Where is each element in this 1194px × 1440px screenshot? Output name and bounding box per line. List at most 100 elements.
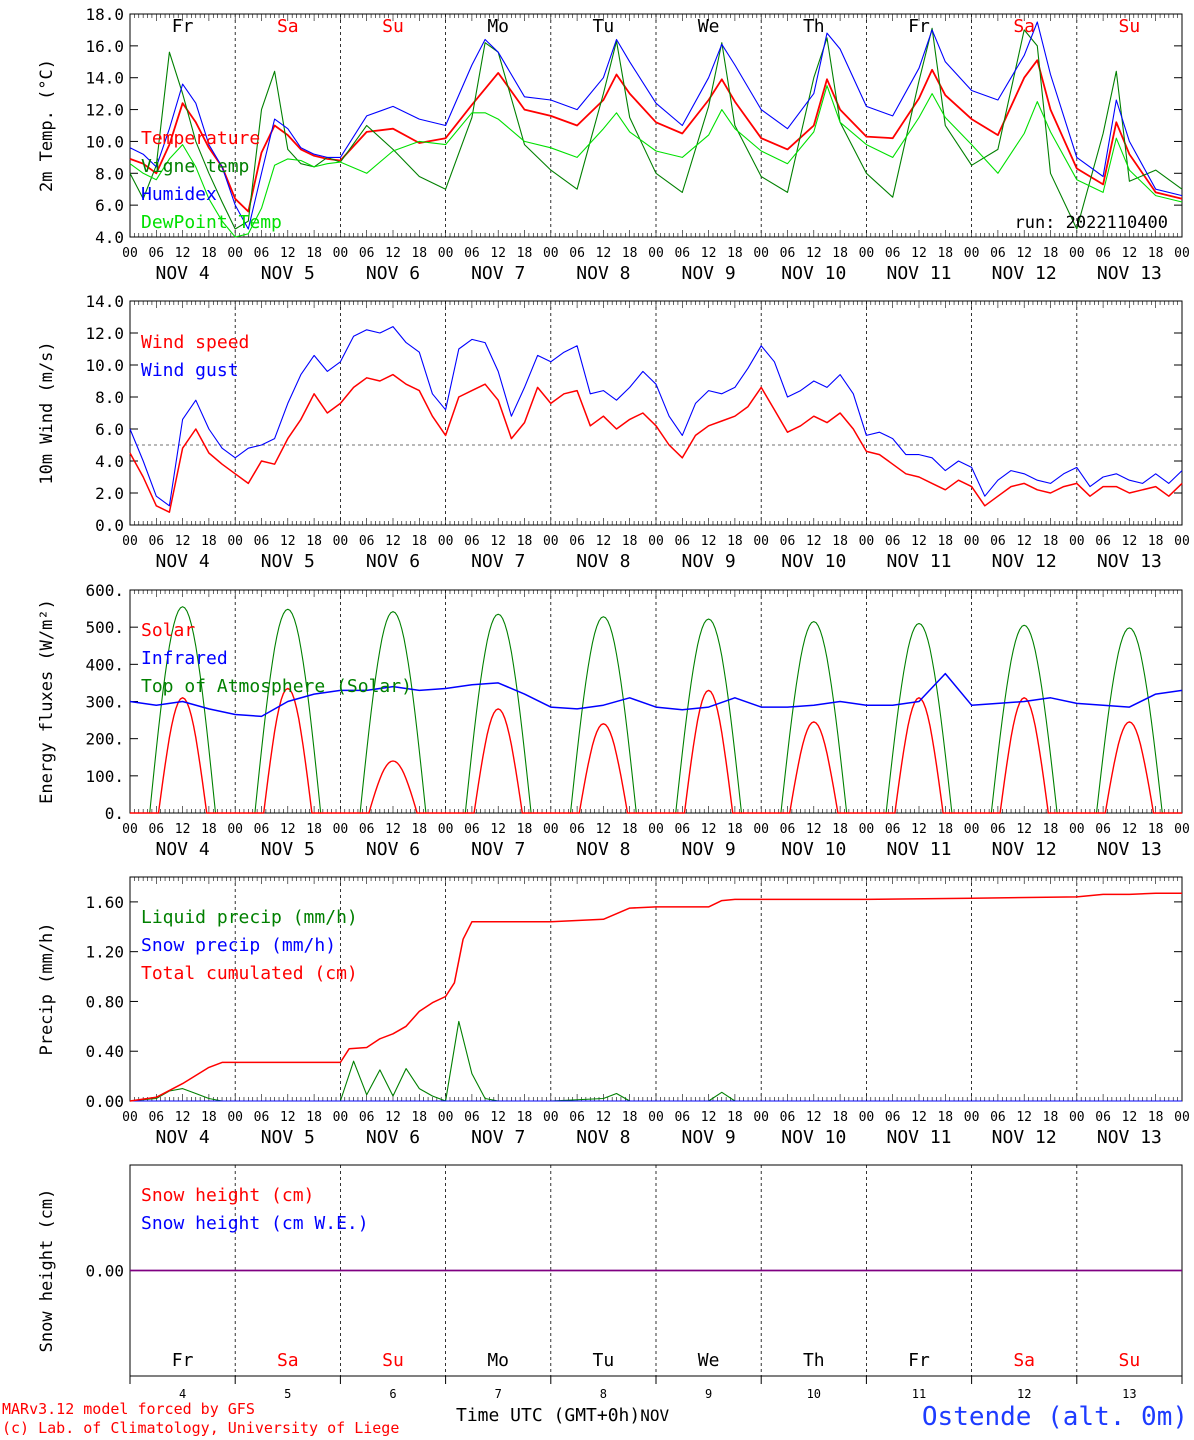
- wind-date-label: NOV 9: [682, 551, 736, 572]
- snow-weekday-label: Fr: [908, 1350, 930, 1371]
- precip-hour-label: 00: [227, 1110, 243, 1125]
- temp-hour-label: 18: [1148, 246, 1164, 261]
- energy-date-label: NOV 4: [156, 839, 210, 860]
- precip-hour-label: 18: [1148, 1110, 1164, 1125]
- precip-hour-label: 12: [596, 1110, 612, 1125]
- precip-hour-label: 12: [1016, 1110, 1032, 1125]
- wind-hour-label: 00: [543, 534, 559, 549]
- energy-hour-label: 18: [517, 822, 533, 837]
- energy-hour-label: 06: [148, 822, 164, 837]
- temp-hour-label: 18: [517, 246, 533, 261]
- temp-y-tick-label: 8.0: [95, 164, 124, 183]
- snow-legend-1: Snow height (cm): [141, 1185, 314, 1206]
- temp-legend-2: Vigne temp: [141, 156, 249, 177]
- energy-y-axis-label: Energy fluxes (W/m²): [37, 599, 57, 804]
- energy-date-label: NOV 13: [1097, 839, 1162, 860]
- precip-hour-label: 00: [1174, 1110, 1190, 1125]
- energy-hour-label: 12: [701, 822, 717, 837]
- wind-y-axis-label: 10m Wind (m/s): [37, 341, 57, 484]
- precip-hour-label: 12: [701, 1110, 717, 1125]
- energy-y-tick-label: 300.: [85, 693, 124, 712]
- footer-copyright-line: (c) Lab. of Climatology, University of L…: [2, 1419, 400, 1437]
- temp-y-tick-label: 14.0: [85, 69, 124, 88]
- temp-hour-label: 00: [227, 246, 243, 261]
- precip-date-label: NOV 11: [886, 1127, 951, 1148]
- energy-hour-label: 00: [333, 822, 349, 837]
- precip-hour-label: 12: [490, 1110, 506, 1125]
- energy-hour-label: 06: [780, 822, 796, 837]
- precip-hour-label: 12: [1122, 1110, 1138, 1125]
- wind-hour-label: 06: [674, 534, 690, 549]
- wind-hour-label: 12: [1122, 534, 1138, 549]
- energy-hour-label: 00: [859, 822, 875, 837]
- temp-weekday-label: Su: [382, 16, 404, 37]
- precip-date-label: NOV 10: [781, 1127, 846, 1148]
- wind-hour-label: 06: [569, 534, 585, 549]
- energy-hour-label: 00: [438, 822, 454, 837]
- temp-weekday-label: Fr: [172, 16, 194, 37]
- wind-date-label: NOV 8: [576, 551, 630, 572]
- precip-y-tick-label: 0.00: [85, 1092, 124, 1111]
- energy-hour-label: 06: [674, 822, 690, 837]
- temp-hour-label: 06: [990, 246, 1006, 261]
- snow-weekday-label: Su: [382, 1350, 404, 1371]
- temp-hour-label: 12: [806, 246, 822, 261]
- wind-hour-label: 00: [859, 534, 875, 549]
- energy-date-label: NOV 7: [471, 839, 525, 860]
- precip-hour-label: 00: [753, 1110, 769, 1125]
- temp-series-3-line: [129, 21, 1183, 230]
- wind-date-label: NOV 13: [1097, 551, 1162, 572]
- wind-legend-2: Wind gust: [141, 360, 239, 381]
- wind-hour-label: 06: [254, 534, 270, 549]
- wind-hour-label: 00: [333, 534, 349, 549]
- wind-hour-label: 06: [1095, 534, 1111, 549]
- wind-date-label: NOV 4: [156, 551, 210, 572]
- snow-y-tick-label: 0.00: [85, 1262, 124, 1281]
- energy-hour-label: 06: [885, 822, 901, 837]
- temp-hour-label: 06: [569, 246, 585, 261]
- temp-date-label: NOV 10: [781, 263, 846, 284]
- footer-credits: MARv3.12 model forced by GFS (c) Lab. of…: [2, 1400, 399, 1438]
- energy-hour-label: 18: [727, 822, 743, 837]
- wind-hour-label: 18: [622, 534, 638, 549]
- energy-date-label: NOV 8: [576, 839, 630, 860]
- wind-hour-label: 00: [438, 534, 454, 549]
- temp-legend-1: Temperature: [141, 128, 260, 149]
- energy-hour-label: 18: [832, 822, 848, 837]
- x-axis-month: NOV: [640, 1406, 670, 1425]
- energy-y-tick-label: 400.: [85, 655, 124, 674]
- temp-hour-label: 00: [122, 246, 138, 261]
- precip-hour-label: 12: [385, 1110, 401, 1125]
- temp-hour-label: 00: [964, 246, 980, 261]
- energy-hour-label: 06: [359, 822, 375, 837]
- wind-hour-label: 12: [1016, 534, 1032, 549]
- energy-legend-3: Top of Atmosphere (Solar): [141, 676, 412, 697]
- temp-hour-label: 12: [385, 246, 401, 261]
- wind-hour-label: 12: [280, 534, 296, 549]
- precip-date-label: NOV 4: [156, 1127, 210, 1148]
- precip-series-3-line: [129, 892, 1182, 1102]
- temp-weekday-label: Tu: [593, 16, 615, 37]
- precip-hour-label: 06: [885, 1110, 901, 1125]
- energy-y-tick-label: 100.: [85, 767, 124, 786]
- energy-hour-label: 18: [937, 822, 953, 837]
- temp-legend-3: Humidex: [141, 184, 217, 205]
- temp-hour-label: 06: [254, 246, 270, 261]
- precip-hour-label: 12: [175, 1110, 191, 1125]
- precip-hour-label: 00: [122, 1110, 138, 1125]
- energy-hour-label: 00: [122, 822, 138, 837]
- snow-day-number: 10: [807, 1387, 821, 1401]
- temp-hour-label: 00: [438, 246, 454, 261]
- precip-date-label: NOV 12: [992, 1127, 1057, 1148]
- wind-hour-label: 18: [201, 534, 217, 549]
- temp-weekday-label: Th: [803, 16, 825, 37]
- energy-hour-label: 18: [622, 822, 638, 837]
- precip-hour-label: 06: [359, 1110, 375, 1125]
- snow-day-number: 13: [1122, 1387, 1136, 1401]
- energy-legend-2: Infrared: [141, 648, 228, 669]
- wind-hour-label: 18: [832, 534, 848, 549]
- temp-date-label: NOV 9: [682, 263, 736, 284]
- temp-hour-label: 12: [911, 246, 927, 261]
- wind-hour-label: 18: [411, 534, 427, 549]
- wind-hour-label: 12: [175, 534, 191, 549]
